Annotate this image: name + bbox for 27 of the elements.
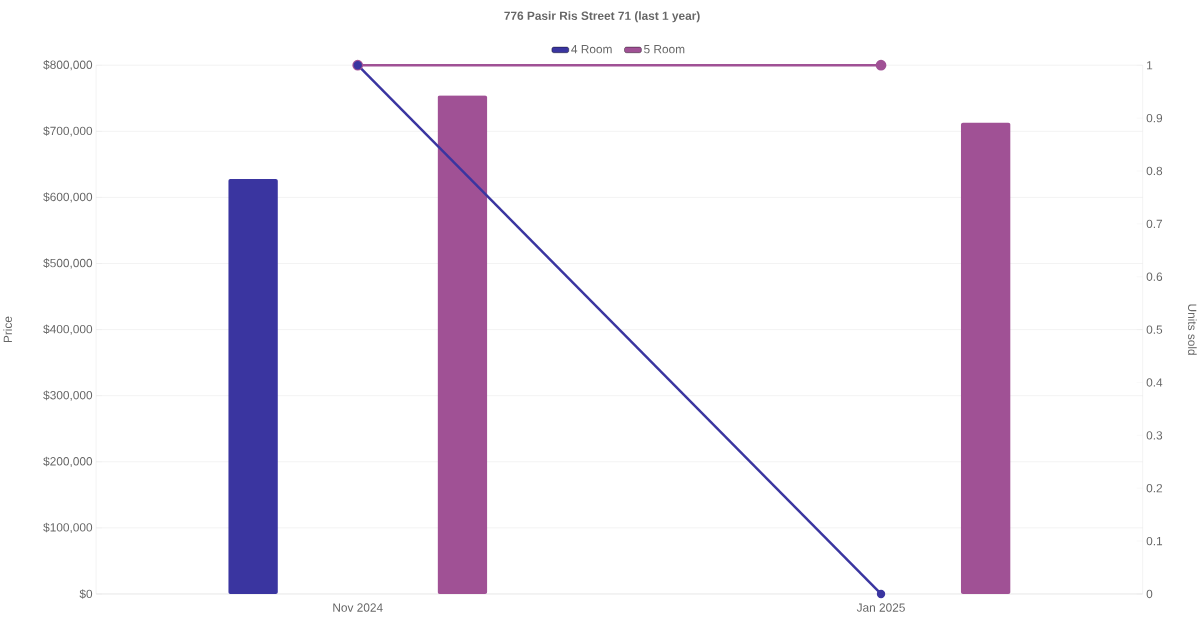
chart-title: 776 Pasir Ris Street 71 (last 1 year) [504, 11, 700, 23]
y-tick-label: $800,000 [43, 60, 93, 71]
y2-tick-label: 1 [1147, 61, 1153, 70]
y2-tick-label: 0.1 [1146, 537, 1163, 546]
x-tick-label: Jan 2025 [856, 603, 905, 612]
y2-tick-label: 0.4 [1146, 378, 1163, 387]
y2-tick-label: 0.3 [1146, 431, 1163, 440]
y2-tick-label: 0.7 [1146, 219, 1163, 229]
y2-tick-label: 0.2 [1146, 484, 1163, 493]
y2-tick-label: 0.9 [1146, 114, 1163, 123]
y-tick-label: $0 [79, 589, 93, 599]
y-tick-label: $200,000 [43, 456, 93, 468]
y-axis-title: Price [3, 316, 12, 343]
y-tick-label: $400,000 [43, 324, 93, 335]
y2-tick-label: 0.5 [1146, 325, 1163, 334]
y-tick-label: $300,000 [43, 390, 93, 402]
x-tick-label: Nov 2024 [333, 603, 383, 612]
y2-tick-label: 0.6 [1146, 272, 1163, 282]
legend-label: 4 Room [571, 45, 612, 54]
y-tick-label: $100,000 [43, 522, 93, 534]
y-tick-label: $600,000 [43, 192, 93, 203]
legend-label: 5 Room [644, 45, 685, 54]
y-tick-label: $700,000 [43, 126, 93, 137]
y-tick-label: $500,000 [43, 258, 93, 269]
y2-tick-label: 0 [1146, 589, 1153, 599]
y2-axis-title: Units sold [1188, 304, 1197, 356]
y2-tick-label: 0.8 [1146, 166, 1163, 176]
